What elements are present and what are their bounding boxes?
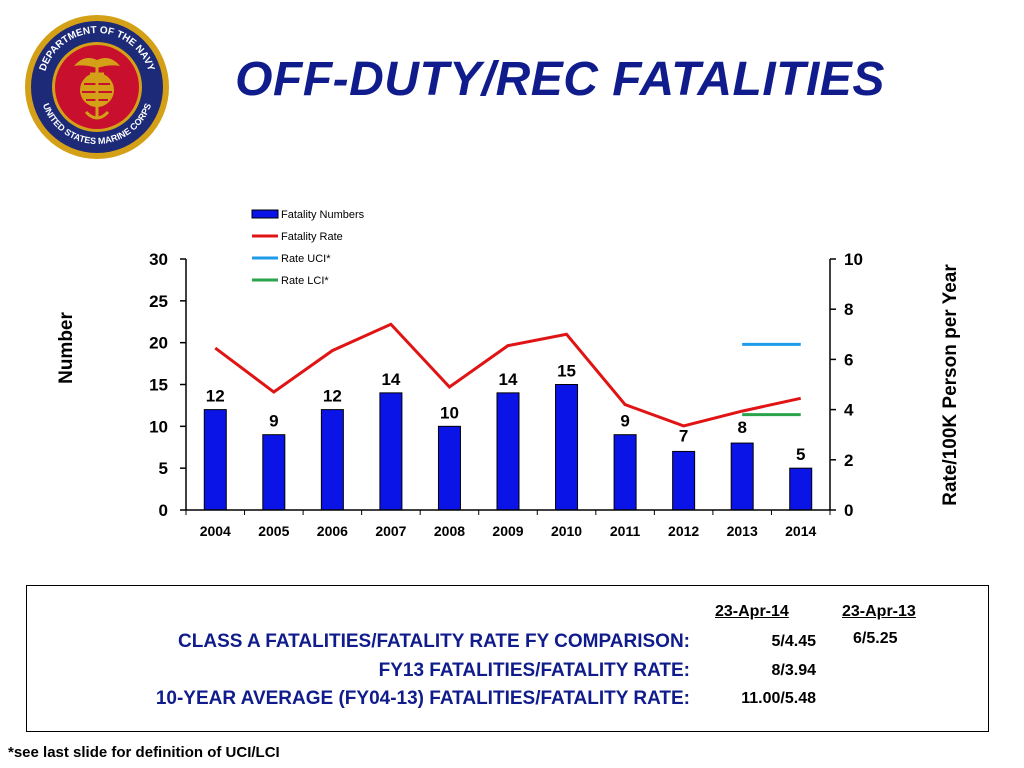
x-tick-label: 2007 <box>375 523 406 539</box>
y-tick-label: 20 <box>149 334 168 353</box>
bar <box>730 442 754 511</box>
cell-class-a-apr14: 5/4.45 <box>771 633 816 650</box>
fy-comparison-table: 23-Apr-14 23-Apr-13 CLASS A FATALITIES/F… <box>26 585 989 732</box>
bar-data-label: 10 <box>440 403 459 422</box>
cell-10yr-apr14: 11.00/5.48 <box>741 690 816 707</box>
cell-class-a-apr13: 6/5.25 <box>853 630 898 647</box>
legend-label: Rate LCI* <box>281 275 329 287</box>
legend-label: Fatality Numbers <box>281 209 365 221</box>
chart-legend: Fatality Numbers Fatality Rate Rate UCI* Ra… <box>251 209 365 287</box>
usmc-seal-logo: DEPARTMENT OF THE NAVY UNITED STATES MAR… <box>25 15 169 159</box>
x-tick-label: 2009 <box>492 523 523 539</box>
row-label-fy13: FY13 FATALITIES/FATALITY RATE: <box>378 660 690 681</box>
y-tick-label: 10 <box>149 417 168 436</box>
y2-tick-label: 6 <box>844 350 853 369</box>
y2-tick-label: 0 <box>844 501 853 520</box>
bar <box>555 384 579 511</box>
bar-data-label: 15 <box>557 362 576 381</box>
x-tick-label: 2011 <box>610 523 641 539</box>
y2-tick-label: 4 <box>844 401 854 420</box>
bar <box>203 409 227 511</box>
bar <box>262 434 286 511</box>
x-tick-label: 2005 <box>258 523 289 539</box>
bar <box>379 392 403 511</box>
bar-series: 12 9 12 14 10 14 15 9 7 8 5 <box>203 362 813 511</box>
bar-data-label: 14 <box>499 370 518 389</box>
y-tick-label: 0 <box>159 501 168 520</box>
bar-data-label: 12 <box>206 387 225 406</box>
chart-axes: 0 5 10 15 20 25 30 0 2 4 6 8 10 2004 2005 2006 2007 2008 2… <box>149 250 863 539</box>
y2-tick-label: 2 <box>844 451 853 470</box>
bar-data-label: 9 <box>269 412 278 431</box>
bar <box>320 409 344 511</box>
bar-data-label: 5 <box>796 445 805 464</box>
bar <box>496 392 520 511</box>
y-tick-label: 25 <box>149 292 168 311</box>
bar-data-label: 8 <box>737 418 746 437</box>
legend-label: Fatality Rate <box>281 231 343 243</box>
x-tick-label: 2006 <box>317 523 348 539</box>
bar-data-label: 7 <box>679 426 688 445</box>
x-tick-label: 2004 <box>200 523 231 539</box>
x-tick-label: 2010 <box>551 523 582 539</box>
x-tick-label: 2008 <box>434 523 465 539</box>
eagle-icon <box>74 58 120 68</box>
col-header-apr13: 23-Apr-13 <box>842 603 916 620</box>
bar-data-label: 12 <box>323 387 342 406</box>
bar <box>613 434 637 511</box>
row-label-10yr-avg: 10-YEAR AVERAGE (FY04-13) FATALITIES/FAT… <box>155 688 690 709</box>
footnote: *see last slide for definition of UCI/LC… <box>8 744 280 761</box>
y2-tick-label: 10 <box>844 250 863 269</box>
y-axis-label: Number <box>56 312 77 384</box>
y2-axis-label: Rate/100K Person per Year <box>940 264 961 506</box>
bar <box>437 425 461 511</box>
series-line-fatality-rate <box>214 322 802 428</box>
anchor-icon <box>84 66 110 120</box>
y-tick-label: 15 <box>149 376 168 395</box>
y-tick-label: 30 <box>149 250 168 269</box>
bar <box>789 467 813 511</box>
y2-tick-label: 8 <box>844 300 853 319</box>
bar <box>672 450 696 511</box>
y-tick-label: 5 <box>159 459 168 478</box>
x-tick-label: 2012 <box>668 523 699 539</box>
bar-data-label: 9 <box>620 412 629 431</box>
x-tick-label: 2014 <box>785 523 816 539</box>
col-header-apr14: 23-Apr-14 <box>715 603 789 620</box>
bar-data-label: 14 <box>381 370 400 389</box>
fatalities-chart: Fatality Numbers Fatality Rate Rate UCI* Ra… <box>56 209 961 539</box>
line-series <box>214 322 802 428</box>
legend-label: Rate UCI* <box>281 253 331 265</box>
cell-fy13-apr14: 8/3.94 <box>771 662 816 679</box>
x-tick-label: 2013 <box>727 523 758 539</box>
legend-swatch <box>251 209 279 219</box>
page-title: OFF-DUTY/REC FATALITIES <box>235 53 885 106</box>
row-label-class-a: CLASS A FATALITIES/FATALITY RATE FY COMP… <box>178 631 690 652</box>
